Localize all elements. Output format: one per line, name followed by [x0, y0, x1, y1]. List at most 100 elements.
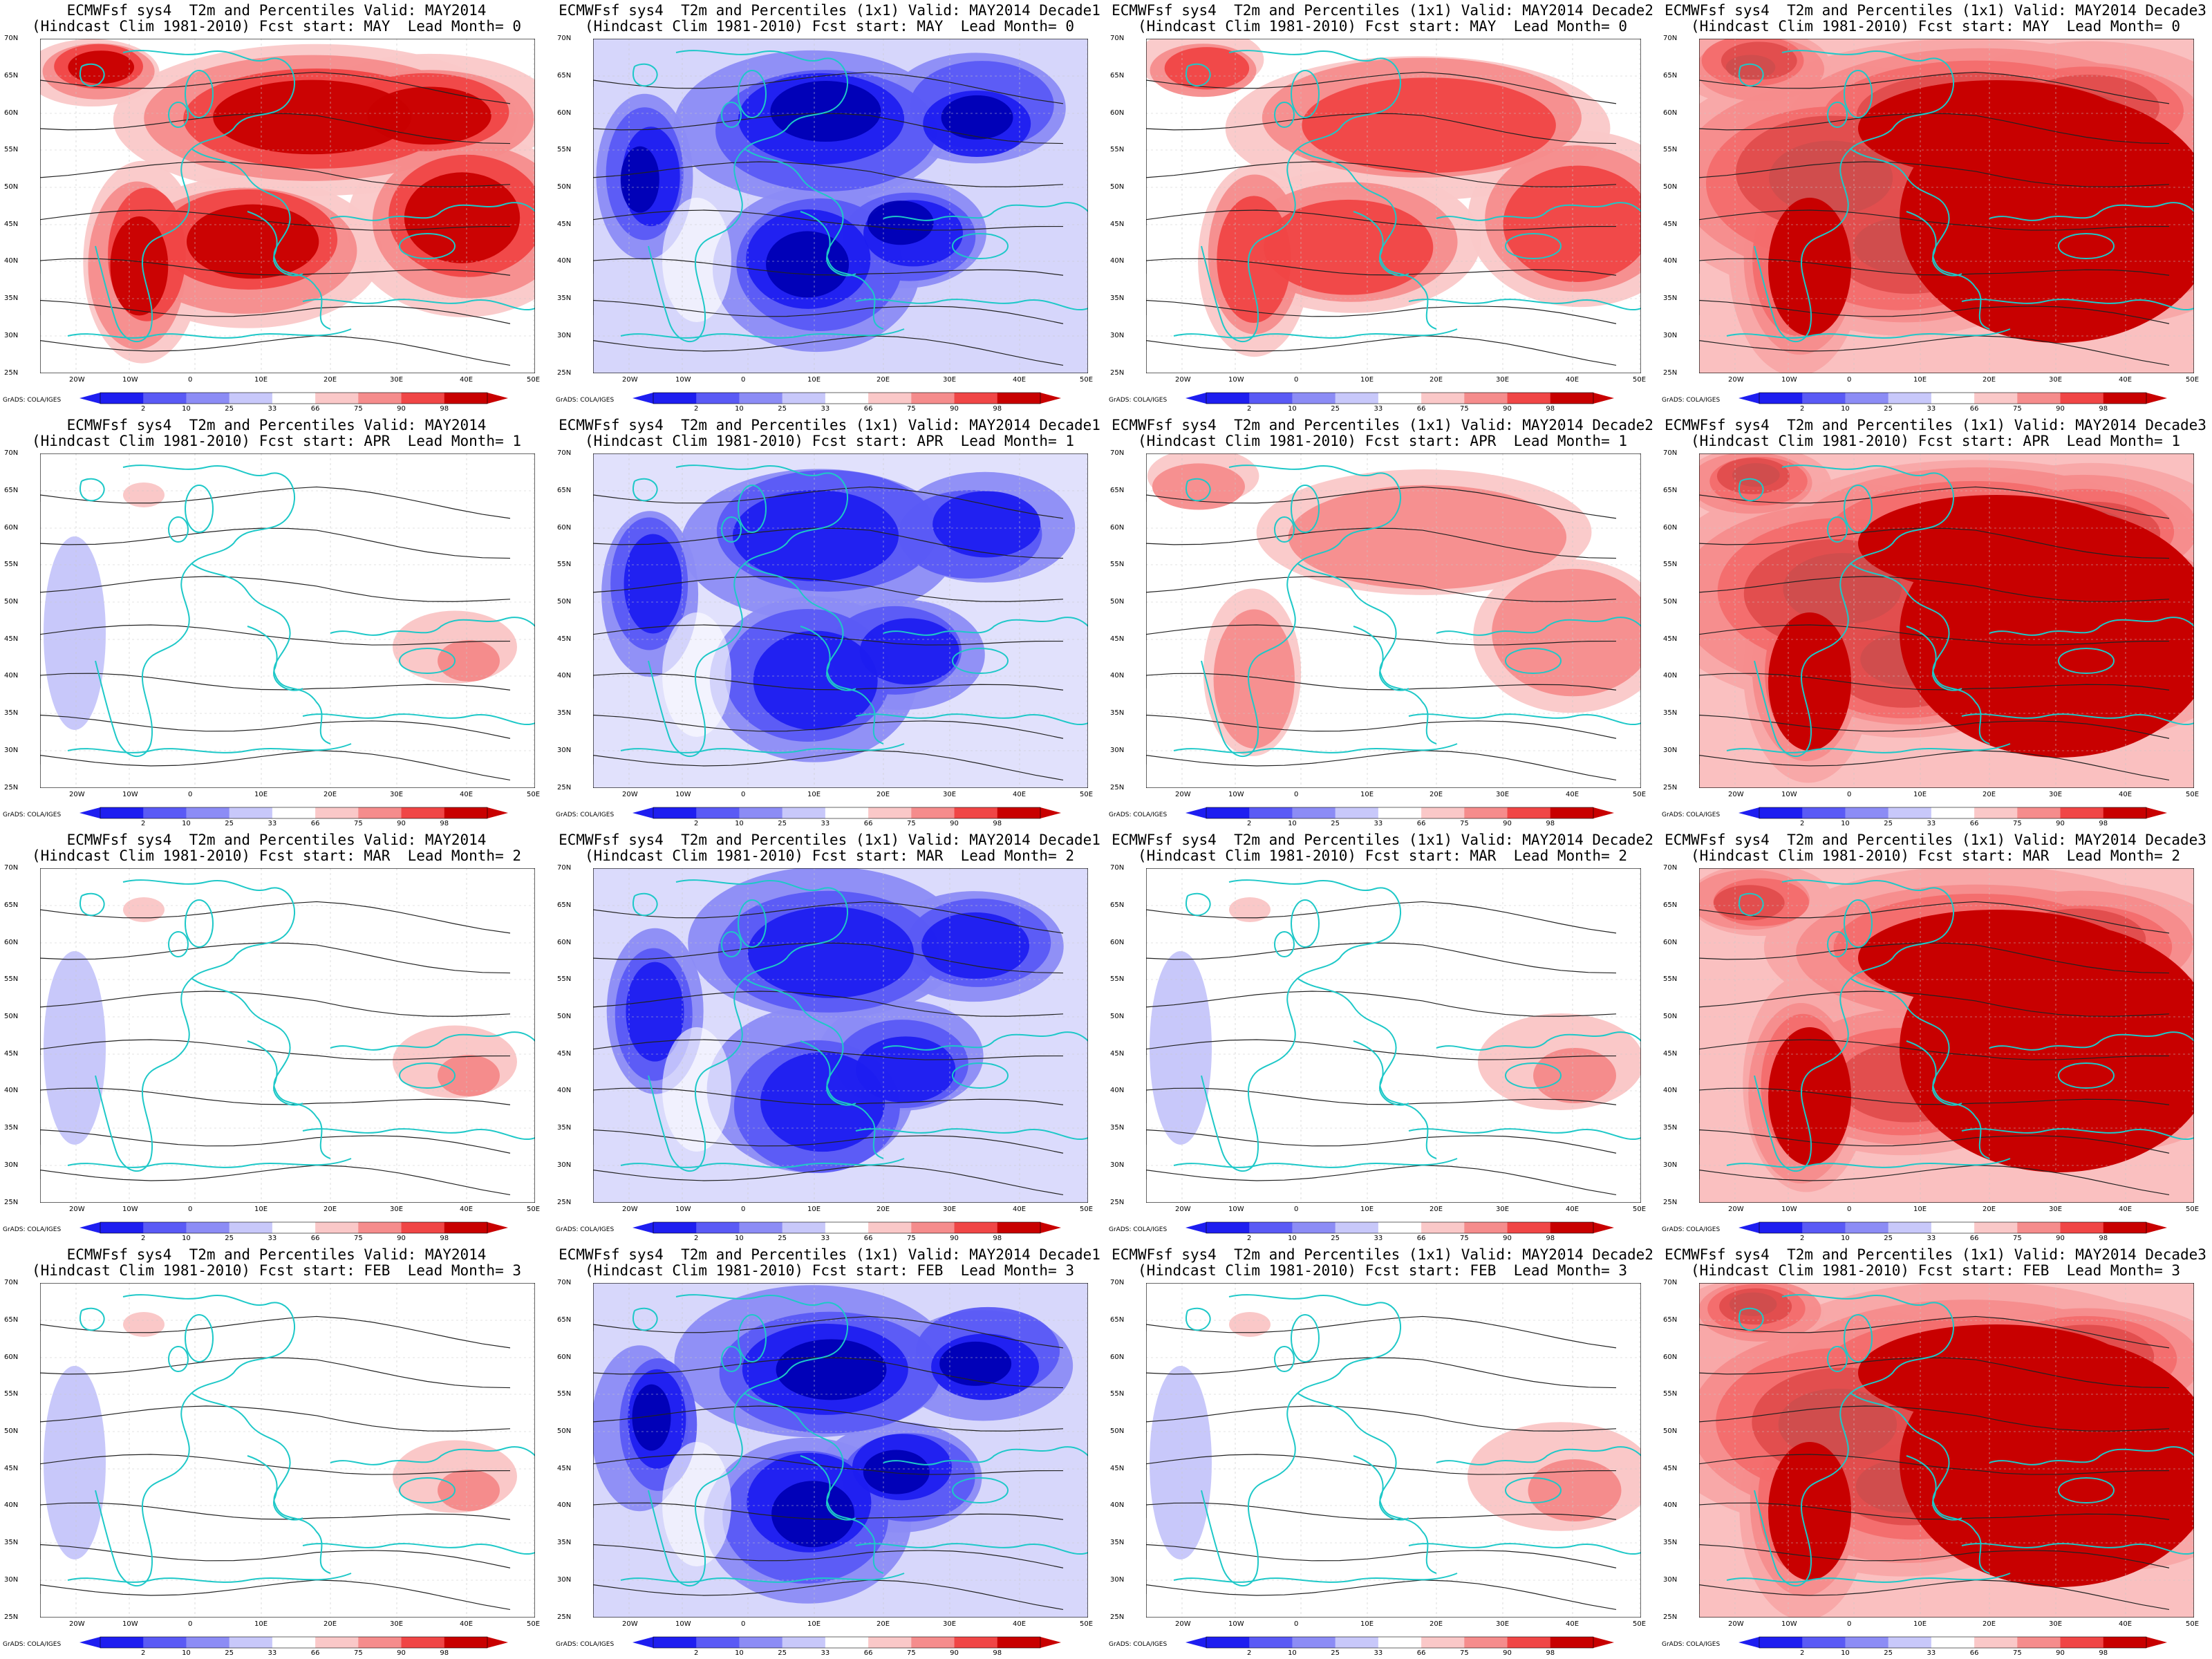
coastline — [1201, 50, 1402, 343]
coastline — [168, 1346, 189, 1372]
colorbar-tick-label: 75 — [906, 405, 916, 413]
longitude-label: 30E — [2049, 1206, 2063, 1213]
percentile-colorbar — [1185, 1636, 1614, 1649]
isotherm-contour — [1146, 1454, 1617, 1475]
colorbar-segment — [2060, 807, 2104, 818]
isotherm-contour — [1146, 71, 1617, 104]
longitude-label: 20W — [622, 1620, 638, 1628]
colorbar-tick-label: 66 — [310, 1649, 320, 1657]
coastline — [1906, 626, 1962, 691]
isotherm-contour — [1699, 113, 2170, 144]
colorbar-tick-label: 90 — [1503, 1649, 1512, 1657]
coastline — [1173, 1573, 1458, 1583]
colorbar-segment — [1845, 807, 1889, 818]
isotherm-contour — [1146, 1544, 1617, 1568]
coastline — [648, 1294, 849, 1587]
longitude-label: 50E — [1633, 1206, 1647, 1213]
percentile-colorbar — [632, 1221, 1061, 1234]
isotherm-contour — [1699, 527, 2170, 559]
latitude-label: 65N — [1663, 72, 1678, 79]
latitude-label: 40N — [1663, 672, 1678, 679]
latitude-label: 35N — [4, 709, 19, 717]
latitude-label: 25N — [1663, 369, 1678, 377]
latitude-label: 40N — [557, 1501, 572, 1509]
longitude-label: 40E — [2119, 1620, 2133, 1628]
latitude-label: 55N — [1110, 561, 1125, 568]
latitude-label: 70N — [1663, 449, 1678, 457]
percentile-colorbar — [1185, 392, 1614, 404]
longitude-label: 20E — [1430, 1206, 1443, 1213]
longitude-label: 40E — [1566, 376, 1580, 384]
longitude-label: 20E — [324, 1206, 337, 1213]
longitude-label: 50E — [527, 1206, 541, 1213]
colorbar-segment — [782, 393, 826, 404]
grads-credit: GrADS: COLA/IGES — [556, 1641, 615, 1648]
coastline — [1291, 1314, 1320, 1362]
longitude-label: 10W — [122, 376, 138, 384]
colorbar-segment — [653, 807, 697, 818]
coastline — [191, 1393, 331, 1574]
longitude-label: 0 — [1294, 1620, 1299, 1628]
colorbar-tick-label: 90 — [397, 820, 406, 827]
grads-credit: GrADS: COLA/IGES — [1662, 1226, 1721, 1233]
temperature-percentile-map — [593, 868, 1088, 1203]
panel-title-line2: (Hindcast Clim 1981-2010) Fcst start: FE… — [31, 1262, 521, 1279]
isotherm-contour — [40, 113, 511, 144]
colorbar-segment — [272, 1222, 316, 1233]
longitude-label: 20E — [1983, 1620, 1996, 1628]
longitude-label: 40E — [2119, 791, 2133, 798]
longitude-label: 10W — [675, 376, 691, 384]
colorbar-segment — [100, 1222, 144, 1233]
latitude-label: 40N — [4, 672, 19, 679]
latitude-label: 35N — [557, 1124, 572, 1132]
colorbar-tick-label: 25 — [778, 405, 787, 413]
colorbar-segment — [229, 1637, 273, 1648]
longitude-label: 40E — [1566, 1620, 1580, 1628]
panel-title-line1: ECMWFsf sys4 T2m and Percentiles (1x1) V… — [1112, 832, 1653, 848]
longitude-label: 10W — [1781, 1206, 1797, 1213]
colorbar-segment — [739, 393, 783, 404]
latitude-label: 60N — [1663, 939, 1678, 946]
latitude-label: 30N — [4, 332, 19, 339]
colorbar-tick-label: 10 — [182, 1235, 191, 1242]
percentile-colorbar — [1738, 1221, 2167, 1234]
colorbar-tick-label: 90 — [1503, 820, 1512, 827]
colorbar-segment — [1206, 1222, 1250, 1233]
longitude-label: 10W — [1228, 1206, 1244, 1213]
colorbar-segment — [739, 807, 783, 818]
colorbar-segment — [825, 393, 869, 404]
longitude-label: 30E — [943, 791, 957, 798]
colorbar-low-arrow — [1185, 807, 1206, 818]
colorbar-segment — [1759, 1637, 1803, 1648]
latitude-label: 25N — [1663, 1613, 1678, 1621]
coastline — [1505, 233, 1562, 259]
latitude-label: 45N — [1663, 1050, 1678, 1058]
temperature-percentile-map — [1146, 39, 1641, 373]
colorbar-tick-label: 90 — [1503, 405, 1512, 413]
colorbar-tick-label: 98 — [2099, 1235, 2108, 1242]
coastline — [883, 617, 1088, 636]
latitude-label: 25N — [1110, 1199, 1125, 1206]
longitude-label: 0 — [188, 1620, 193, 1628]
colorbar-tick-label: 10 — [182, 820, 191, 827]
coastline — [855, 1128, 1088, 1140]
colorbar-segment — [825, 1222, 869, 1233]
grads-credit: GrADS: COLA/IGES — [1662, 397, 1721, 404]
isotherm-contour — [1699, 299, 2170, 324]
coastline — [1353, 626, 1409, 691]
latitude-label: 55N — [557, 1390, 572, 1398]
panel-title-line1: ECMWFsf sys4 T2m and Percentiles (1x1) V… — [1665, 2, 2206, 19]
colorbar-tick-label: 33 — [1927, 1235, 1936, 1242]
colorbar-segment — [1206, 393, 1250, 404]
longitude-label: 20E — [1983, 791, 1996, 798]
colorbar-tick-label: 25 — [1884, 1235, 1893, 1242]
longitude-label: 20W — [69, 1206, 85, 1213]
isotherm-contour — [40, 750, 511, 781]
coastline — [1738, 478, 1764, 502]
latitude-label: 50N — [4, 1013, 19, 1020]
colorbar-tick-label: 33 — [1927, 405, 1936, 413]
colorbar-segment — [954, 1637, 998, 1648]
longitude-label: 20E — [877, 1206, 890, 1213]
isotherm-contour — [593, 161, 1064, 187]
